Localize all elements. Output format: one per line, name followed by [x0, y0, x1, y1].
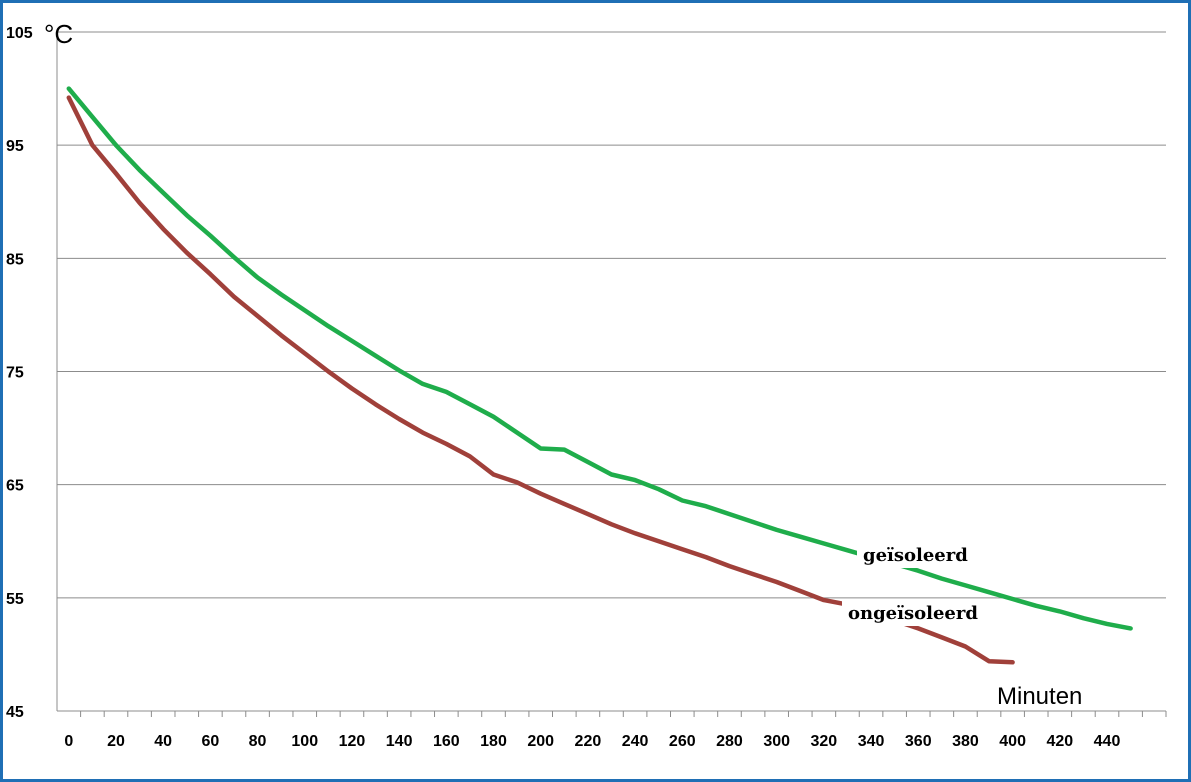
- y-tick-label: 75: [6, 365, 24, 382]
- x-tick-label: 220: [575, 733, 602, 750]
- x-tick-label: 40: [154, 733, 172, 750]
- x-tick-label: 400: [999, 733, 1026, 750]
- x-tick-label: 320: [811, 733, 838, 750]
- y-tick-label: 85: [6, 251, 24, 268]
- x-tick-label: 380: [952, 733, 979, 750]
- annotation-background: [857, 542, 967, 568]
- series-line-ongeisoleerd: [66, 95, 1015, 665]
- y-axis-ticks: 45 55 65 75 85 95 105: [6, 25, 33, 721]
- x-tick-label: 340: [858, 733, 885, 750]
- x-tick-label: 60: [201, 733, 219, 750]
- grid-lines: [56, 31, 1167, 717]
- series-annotation-ongeisoleerd: ongeïsoleerd: [848, 603, 978, 624]
- x-tick-label: 180: [480, 733, 507, 750]
- x-tick-label: 420: [1046, 733, 1073, 750]
- x-tick-label: 20: [107, 733, 125, 750]
- y-tick-label: 55: [6, 591, 24, 608]
- y-tick-label: 65: [6, 478, 24, 495]
- y-tick-label: 95: [6, 138, 24, 155]
- x-axis-ticks: 0 20 40 60 80 100 120 140 160 180 200 220 240 260 280 3…: [64, 733, 1120, 750]
- x-tick-label: 240: [622, 733, 649, 750]
- y-axis-unit-label: °C: [44, 19, 73, 49]
- x-tick-label: 200: [527, 733, 554, 750]
- series-lines: [66, 86, 1133, 665]
- x-tick-label: 440: [1094, 733, 1121, 750]
- x-tick-label: 360: [905, 733, 932, 750]
- y-tick-label: 45: [6, 704, 24, 721]
- x-tick-label: 280: [716, 733, 743, 750]
- x-tick-label: 120: [339, 733, 366, 750]
- x-tick-label: 0: [64, 733, 73, 750]
- x-tick-label: 100: [291, 733, 318, 750]
- x-tick-label: 300: [763, 733, 790, 750]
- x-tick-label: 80: [249, 733, 267, 750]
- x-axis-label: Minuten: [997, 683, 1082, 710]
- x-tick-label: 160: [433, 733, 460, 750]
- x-tick-label: 140: [386, 733, 413, 750]
- x-tick-label: 260: [669, 733, 696, 750]
- y-tick-label: 105: [6, 25, 33, 42]
- annotation-background: [842, 600, 977, 626]
- series-annotations: geïsoleerd ongeïsoleerd: [842, 542, 978, 626]
- series-line-geisoleerd: [66, 86, 1133, 631]
- series-annotation-geisoleerd: geïsoleerd: [863, 545, 968, 566]
